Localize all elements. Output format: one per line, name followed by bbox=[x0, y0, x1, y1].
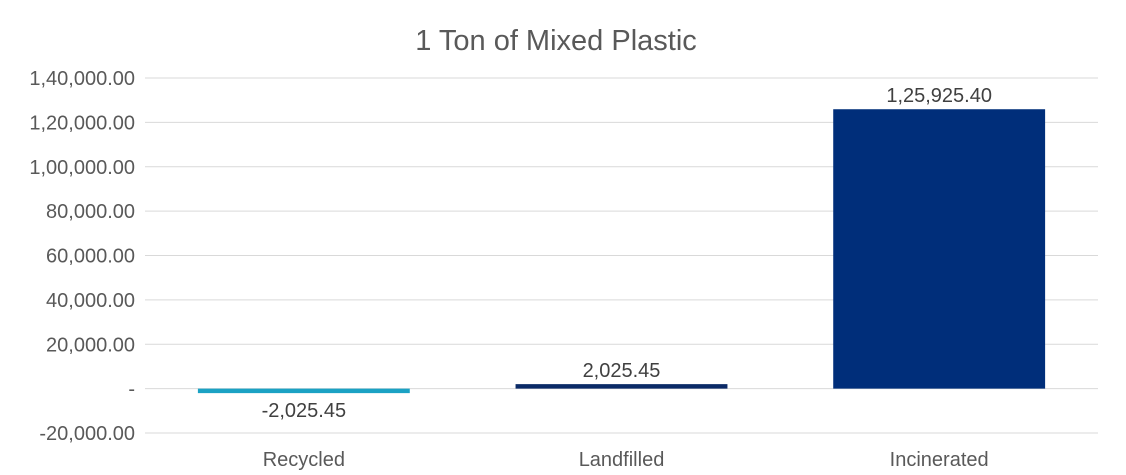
y-tick-label: 40,000.00 bbox=[46, 290, 135, 312]
y-axis-tick-labels: -20,000.00-20,000.0040,000.0060,000.0080… bbox=[29, 68, 135, 445]
y-tick-label: 60,000.00 bbox=[46, 246, 135, 268]
y-tick-label: 80,000.00 bbox=[46, 201, 135, 223]
y-tick-label: -20,000.00 bbox=[39, 423, 135, 445]
bar-recycled bbox=[197, 388, 410, 394]
bar-landfilled bbox=[515, 384, 728, 389]
bar-incinerated bbox=[833, 109, 1046, 389]
data-label-recycled: -2,025.45 bbox=[262, 400, 347, 422]
chart-title: 1 Ton of Mixed Plastic bbox=[415, 25, 697, 57]
y-tick-label: 20,000.00 bbox=[46, 334, 135, 356]
bars bbox=[197, 109, 1046, 394]
y-tick-label: 1,00,000.00 bbox=[29, 157, 135, 179]
y-tick-label: 1,20,000.00 bbox=[29, 112, 135, 134]
data-label-landfilled: 2,025.45 bbox=[583, 360, 661, 382]
category-label-recycled: Recycled bbox=[263, 449, 345, 471]
y-tick-label: - bbox=[128, 379, 135, 401]
data-label-incinerated: 1,25,925.40 bbox=[886, 85, 992, 107]
x-axis-category-labels: Recycled Landfilled Incinerated bbox=[263, 449, 989, 471]
data-labels: -2,025.45 2,025.45 1,25,925.40 bbox=[262, 85, 992, 422]
category-label-landfilled: Landfilled bbox=[579, 449, 665, 471]
category-label-incinerated: Incinerated bbox=[890, 449, 989, 471]
y-tick-label: 1,40,000.00 bbox=[29, 68, 135, 90]
